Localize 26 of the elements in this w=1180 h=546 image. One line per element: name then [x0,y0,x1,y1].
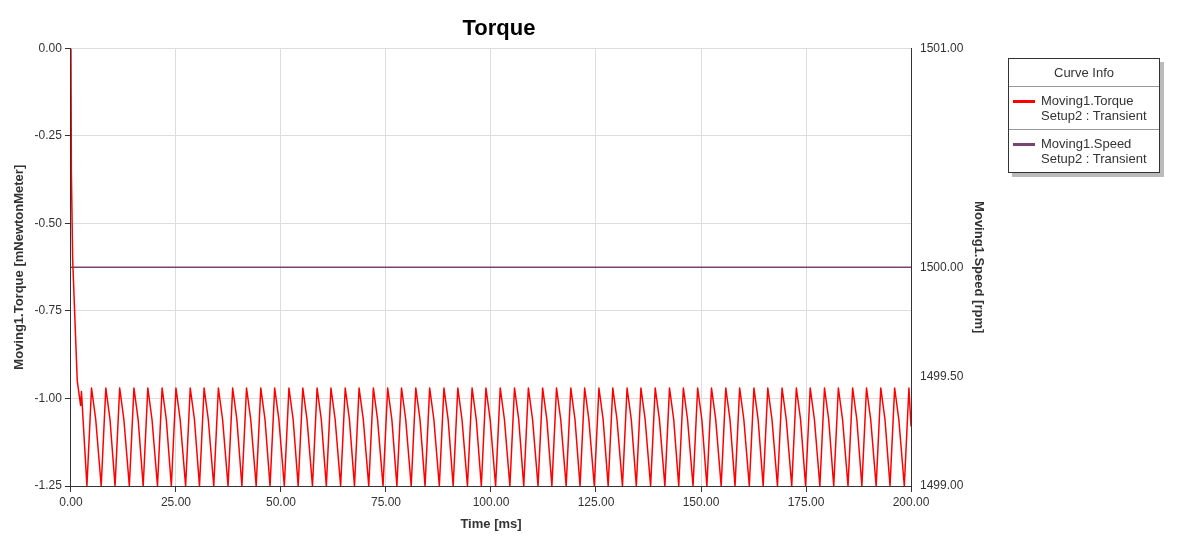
x-tick-label: 150.00 [682,494,720,509]
x-tick-label: 175.00 [787,494,825,509]
y2-axis-title: Moving1.Speed [rpm] [971,201,987,334]
x-tick-label: 100.00 [472,494,510,509]
y2-tick-label: 1500.00 [920,259,964,274]
x-tick-label: 0.00 [59,494,83,509]
legend-title: Curve Info [1009,59,1159,87]
x-tick-label: 50.00 [265,494,297,509]
x-tick-label: 200.00 [892,494,930,509]
x-tick-label: 125.00 [577,494,615,509]
x-tick-label: 75.00 [370,494,402,509]
y2-tick-label: 1499.00 [920,478,964,493]
chart-title: Torque [462,15,536,41]
y-axis-title: Moving1.Torque [mNewtonMeter] [11,164,27,370]
y-tick-label: 0.00 [38,40,63,55]
y2-tick-label: 1499.50 [920,368,964,383]
y2-tick-label: 1501.00 [920,40,964,55]
y-tick-label: -0.75 [34,303,63,318]
legend-label: Moving1.Torque Setup2 : Transient [1041,93,1147,123]
legend-label: Moving1.Speed Setup2 : Transient [1041,136,1147,166]
x-tick-label: 25.00 [160,494,192,509]
y-tick-label: -0.50 [34,215,63,230]
y-tick-label: -1.00 [34,390,63,405]
y-tick-label: -0.25 [34,128,63,143]
x-axis-title: Time [ms] [460,515,522,531]
y-tick-label: -1.25 [34,478,63,493]
